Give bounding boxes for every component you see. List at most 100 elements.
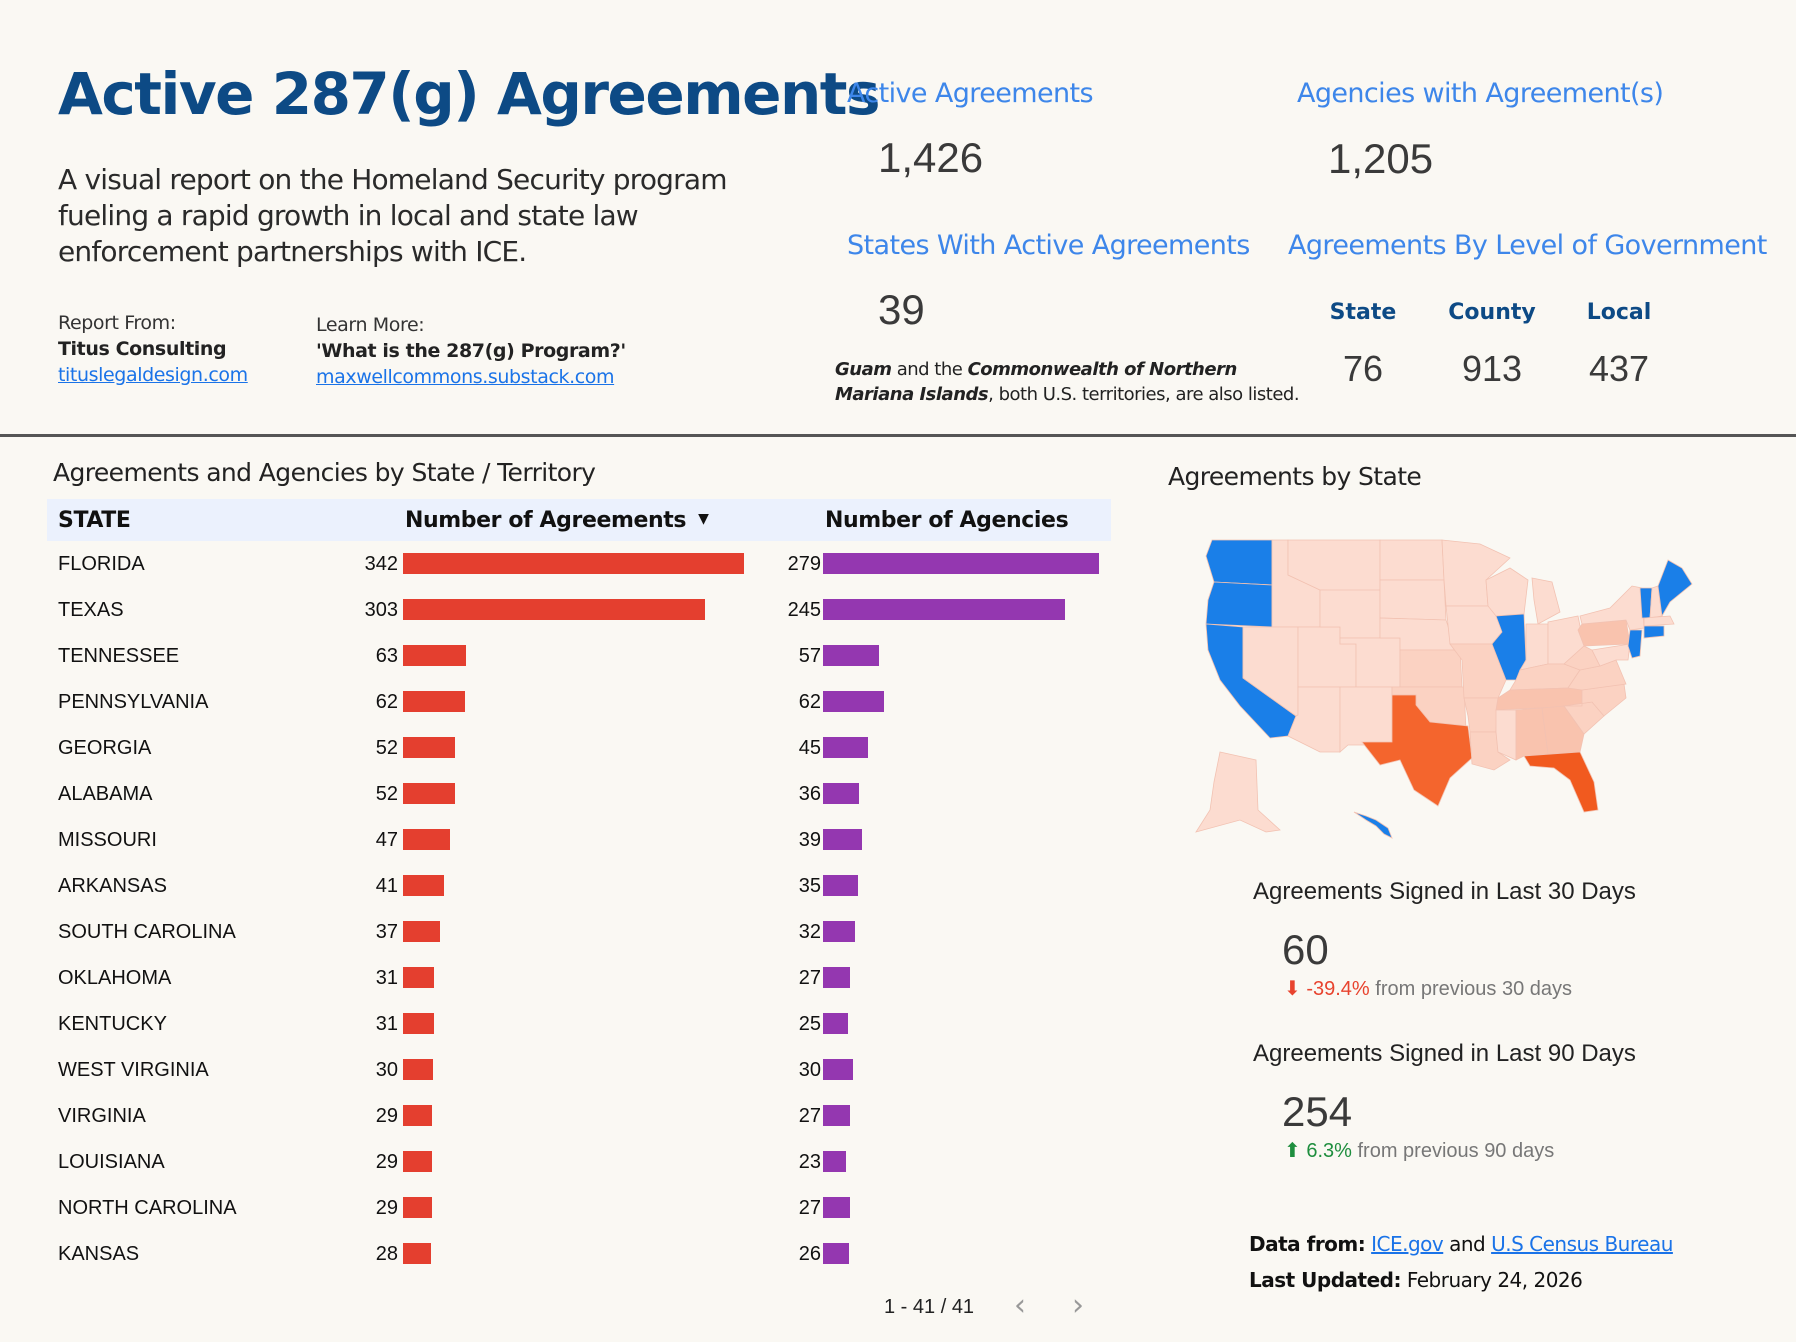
table-row[interactable]: TEXAS 303 245 bbox=[47, 599, 1111, 645]
row-agreements-value: 303 bbox=[364, 599, 398, 621]
kpi-active-agreements-label: Active Agreements bbox=[847, 78, 1094, 109]
level-local-value: 437 bbox=[1588, 348, 1650, 389]
section-divider bbox=[0, 434, 1796, 437]
next-page-chevron-icon[interactable]: › bbox=[1072, 1288, 1084, 1323]
row-agencies-value: 26 bbox=[798, 1243, 821, 1265]
row-agencies-value: 27 bbox=[798, 1197, 821, 1219]
table-row[interactable]: MISSOURI 47 39 bbox=[47, 829, 1111, 875]
agencies-bar bbox=[823, 1243, 849, 1264]
column-header-agencies[interactable]: Number of Agencies bbox=[825, 508, 1069, 533]
table-row[interactable]: SOUTH CAROLINA 37 32 bbox=[47, 921, 1111, 967]
agreements-bar bbox=[403, 645, 466, 666]
last30-label: Agreements Signed in Last 30 Days bbox=[1253, 878, 1636, 905]
table-row[interactable]: KANSAS 28 26 bbox=[47, 1243, 1111, 1289]
state-florida bbox=[1523, 751, 1599, 813]
table-header bbox=[47, 499, 1111, 541]
learn-more-link[interactable]: maxwellcommons.substack.com bbox=[316, 366, 615, 388]
column-header-state[interactable]: STATE bbox=[58, 508, 131, 533]
last30-delta: ⬇ -39.4% from previous 30 days bbox=[1284, 976, 1572, 1001]
kpi-by-level-label: Agreements By Level of Government bbox=[1288, 230, 1767, 261]
table-body: FLORIDA 342 279 TEXAS 303 245 TENNESSEE 63 57 PEN… bbox=[47, 553, 1111, 1289]
row-state: GEORGIA bbox=[58, 737, 152, 759]
table-row[interactable]: KENTUCKY 31 25 bbox=[47, 1013, 1111, 1059]
table-row[interactable]: VIRGINIA 29 27 bbox=[47, 1105, 1111, 1151]
territory-cnmi: Commonwealth of Northern Mariana Islands bbox=[835, 359, 1237, 405]
row-state: SOUTH CAROLINA bbox=[58, 921, 236, 943]
census-bureau-link[interactable]: U.S Census Bureau bbox=[1491, 1232, 1673, 1256]
column-header-agreements[interactable]: Number of Agreements ▼ bbox=[405, 508, 709, 533]
row-agreements-value: 37 bbox=[375, 921, 398, 943]
row-agencies-value: 279 bbox=[787, 553, 821, 575]
table-row[interactable]: WEST VIRGINIA 30 30 bbox=[47, 1059, 1111, 1105]
row-agreements-value: 30 bbox=[375, 1059, 398, 1081]
row-agreements-value: 63 bbox=[375, 645, 398, 667]
state-maryland bbox=[1591, 643, 1631, 667]
row-agencies-value: 23 bbox=[798, 1151, 821, 1173]
agencies-bar bbox=[823, 553, 1099, 574]
report-from-label: Report From: bbox=[58, 312, 176, 334]
last90-value: 254 bbox=[1282, 1088, 1353, 1135]
learn-more-title: 'What is the 287(g) Program?' bbox=[316, 340, 626, 362]
row-agreements-value: 41 bbox=[375, 875, 398, 897]
agencies-bar bbox=[823, 1105, 850, 1126]
row-state: VIRGINIA bbox=[58, 1105, 146, 1127]
learn-more: Learn More: 'What is the 287(g) Program?… bbox=[316, 312, 626, 390]
arrow-up-icon: ⬆ bbox=[1284, 1140, 1301, 1162]
data-from-label: Data from: bbox=[1249, 1232, 1366, 1256]
table-row[interactable]: PENNSYLVANIA 62 62 bbox=[47, 691, 1111, 737]
row-agreements-value: 29 bbox=[375, 1197, 398, 1219]
agencies-bar bbox=[823, 599, 1065, 620]
table-row[interactable]: ARKANSAS 41 35 bbox=[47, 875, 1111, 921]
table-row[interactable]: TENNESSEE 63 57 bbox=[47, 645, 1111, 691]
us-choropleth-map[interactable] bbox=[1180, 520, 1720, 840]
row-state: ARKANSAS bbox=[58, 875, 167, 897]
agencies-bar bbox=[823, 967, 850, 988]
last30-delta-value: -39.4% bbox=[1306, 978, 1370, 1000]
table-row[interactable]: LOUISIANA 29 23 bbox=[47, 1151, 1111, 1197]
last-updated-label: Last Updated: bbox=[1249, 1268, 1401, 1292]
state-michigan bbox=[1531, 577, 1561, 625]
prev-page-chevron-icon[interactable]: ‹ bbox=[1014, 1288, 1026, 1323]
row-state: NORTH CAROLINA bbox=[58, 1197, 237, 1219]
agencies-bar bbox=[823, 783, 859, 804]
row-agreements-value: 52 bbox=[375, 783, 398, 805]
row-state: LOUISIANA bbox=[58, 1151, 165, 1173]
row-agencies-value: 27 bbox=[798, 967, 821, 989]
agreements-bar bbox=[403, 875, 444, 896]
agreements-bar bbox=[403, 737, 455, 758]
agencies-bar bbox=[823, 691, 884, 712]
row-state: PENNSYLVANIA bbox=[58, 691, 209, 713]
arrow-down-icon: ⬇ bbox=[1284, 978, 1301, 1000]
territory-note-tail: , both U.S. territories, are also listed… bbox=[988, 384, 1300, 405]
report-from-link[interactable]: tituslegaldesign.com bbox=[58, 364, 248, 386]
row-agencies-value: 245 bbox=[787, 599, 821, 621]
row-agreements-value: 62 bbox=[375, 691, 398, 713]
table-row[interactable]: ALABAMA 52 36 bbox=[47, 783, 1111, 829]
agencies-bar bbox=[823, 829, 862, 850]
agreements-bar bbox=[403, 1105, 432, 1126]
row-state: TEXAS bbox=[58, 599, 124, 621]
table-row[interactable]: NORTH CAROLINA 29 27 bbox=[47, 1197, 1111, 1243]
table-row[interactable]: FLORIDA 342 279 bbox=[47, 553, 1111, 599]
agreements-bar bbox=[403, 1059, 433, 1080]
row-state: FLORIDA bbox=[58, 553, 145, 575]
map-title: Agreements by State bbox=[1168, 462, 1422, 491]
row-agencies-value: 62 bbox=[798, 691, 821, 713]
kpi-states-value: 39 bbox=[878, 286, 925, 333]
page-title: Active 287(g) Agreements bbox=[58, 60, 881, 128]
column-header-agreements-label: Number of Agreements bbox=[405, 508, 687, 533]
row-state: WEST VIRGINIA bbox=[58, 1059, 209, 1081]
last-updated-value: February 24, 2026 bbox=[1400, 1268, 1583, 1292]
state-maine bbox=[1657, 559, 1693, 618]
row-state: TENNESSEE bbox=[58, 645, 180, 667]
table-row[interactable]: OKLAHOMA 31 27 bbox=[47, 967, 1111, 1013]
table-row[interactable]: GEORGIA 52 45 bbox=[47, 737, 1111, 783]
state-new-jersey bbox=[1627, 629, 1643, 659]
agreements-bar bbox=[403, 1197, 432, 1218]
ice-gov-link[interactable]: ICE.gov bbox=[1371, 1232, 1444, 1256]
agencies-bar bbox=[823, 921, 855, 942]
state-south-dakota bbox=[1379, 579, 1447, 621]
row-agencies-value: 45 bbox=[798, 737, 821, 759]
state-illinois bbox=[1491, 613, 1527, 681]
level-county-value: 913 bbox=[1461, 348, 1523, 389]
